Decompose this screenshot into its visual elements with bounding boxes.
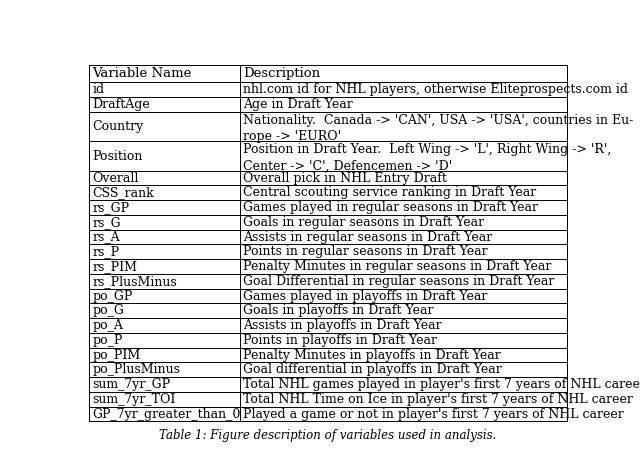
Text: sum_7yr_GP: sum_7yr_GP bbox=[92, 378, 170, 391]
Text: DraftAge: DraftAge bbox=[92, 98, 150, 111]
Text: Position in Draft Year.  Left Wing -> 'L', Right Wing -> 'R',
Center -> 'C', Def: Position in Draft Year. Left Wing -> 'L'… bbox=[243, 143, 611, 173]
Text: Table 1: Figure description of variables used in analysis.: Table 1: Figure description of variables… bbox=[159, 429, 497, 442]
Text: po_P: po_P bbox=[92, 334, 123, 347]
Text: Assists in regular seasons in Draft Year: Assists in regular seasons in Draft Year bbox=[243, 231, 492, 244]
Text: GP_7yr_greater_than_0: GP_7yr_greater_than_0 bbox=[92, 408, 241, 420]
Text: Goals in regular seasons in Draft Year: Goals in regular seasons in Draft Year bbox=[243, 216, 484, 229]
Text: Description: Description bbox=[243, 67, 320, 80]
Text: rs_PIM: rs_PIM bbox=[92, 260, 138, 273]
Text: Total NHL games played in player's first 7 years of NHL career: Total NHL games played in player's first… bbox=[243, 378, 640, 391]
Text: Games played in playoffs in Draft Year: Games played in playoffs in Draft Year bbox=[243, 290, 488, 303]
Text: Points in regular seasons in Draft Year: Points in regular seasons in Draft Year bbox=[243, 245, 488, 258]
Text: Played a game or not in player's first 7 years of NHL career: Played a game or not in player's first 7… bbox=[243, 408, 624, 420]
Text: po_A: po_A bbox=[92, 319, 124, 332]
Text: Total NHL Time on Ice in player's first 7 years of NHL career: Total NHL Time on Ice in player's first … bbox=[243, 393, 633, 406]
Text: nhl.com id for NHL players, otherwise Eliteprospects.com id: nhl.com id for NHL players, otherwise El… bbox=[243, 83, 628, 96]
Text: Points in playoffs in Draft Year: Points in playoffs in Draft Year bbox=[243, 334, 437, 347]
Text: po_PlusMinus: po_PlusMinus bbox=[92, 363, 180, 376]
Text: Goal differential in playoffs in Draft Year: Goal differential in playoffs in Draft Y… bbox=[243, 363, 502, 376]
Text: Central scouting service ranking in Draft Year: Central scouting service ranking in Draf… bbox=[243, 186, 536, 199]
Text: Games played in regular seasons in Draft Year: Games played in regular seasons in Draft… bbox=[243, 201, 538, 214]
Text: Penalty Minutes in regular seasons in Draft Year: Penalty Minutes in regular seasons in Dr… bbox=[243, 260, 552, 273]
Text: Goals in playoffs in Draft Year: Goals in playoffs in Draft Year bbox=[243, 304, 433, 317]
Text: id: id bbox=[92, 83, 104, 96]
Text: po_GP: po_GP bbox=[92, 290, 132, 303]
Text: rs_PlusMinus: rs_PlusMinus bbox=[92, 275, 177, 288]
Text: rs_P: rs_P bbox=[92, 245, 120, 258]
Text: Penalty Minutes in playoffs in Draft Year: Penalty Minutes in playoffs in Draft Yea… bbox=[243, 348, 500, 361]
Text: rs_A: rs_A bbox=[92, 231, 120, 244]
Text: Overall pick in NHL Entry Draft: Overall pick in NHL Entry Draft bbox=[243, 171, 447, 184]
Text: Nationality.  Canada -> 'CAN', USA -> 'USA', countries in Eu-
rope -> 'EURO': Nationality. Canada -> 'CAN', USA -> 'US… bbox=[243, 114, 633, 143]
Text: rs_GP: rs_GP bbox=[92, 201, 129, 214]
Text: rs_G: rs_G bbox=[92, 216, 121, 229]
Text: po_PIM: po_PIM bbox=[92, 348, 141, 361]
Text: Age in Draft Year: Age in Draft Year bbox=[243, 98, 353, 111]
Text: Assists in playoffs in Draft Year: Assists in playoffs in Draft Year bbox=[243, 319, 442, 332]
Text: Country: Country bbox=[92, 120, 143, 133]
Text: CSS_rank: CSS_rank bbox=[92, 186, 154, 199]
Text: sum_7yr_TOI: sum_7yr_TOI bbox=[92, 393, 176, 406]
Text: Position: Position bbox=[92, 149, 143, 163]
Text: Variable Name: Variable Name bbox=[92, 67, 192, 80]
Text: Goal Differential in regular seasons in Draft Year: Goal Differential in regular seasons in … bbox=[243, 275, 554, 288]
Text: po_G: po_G bbox=[92, 304, 124, 317]
Text: Overall: Overall bbox=[92, 171, 139, 184]
